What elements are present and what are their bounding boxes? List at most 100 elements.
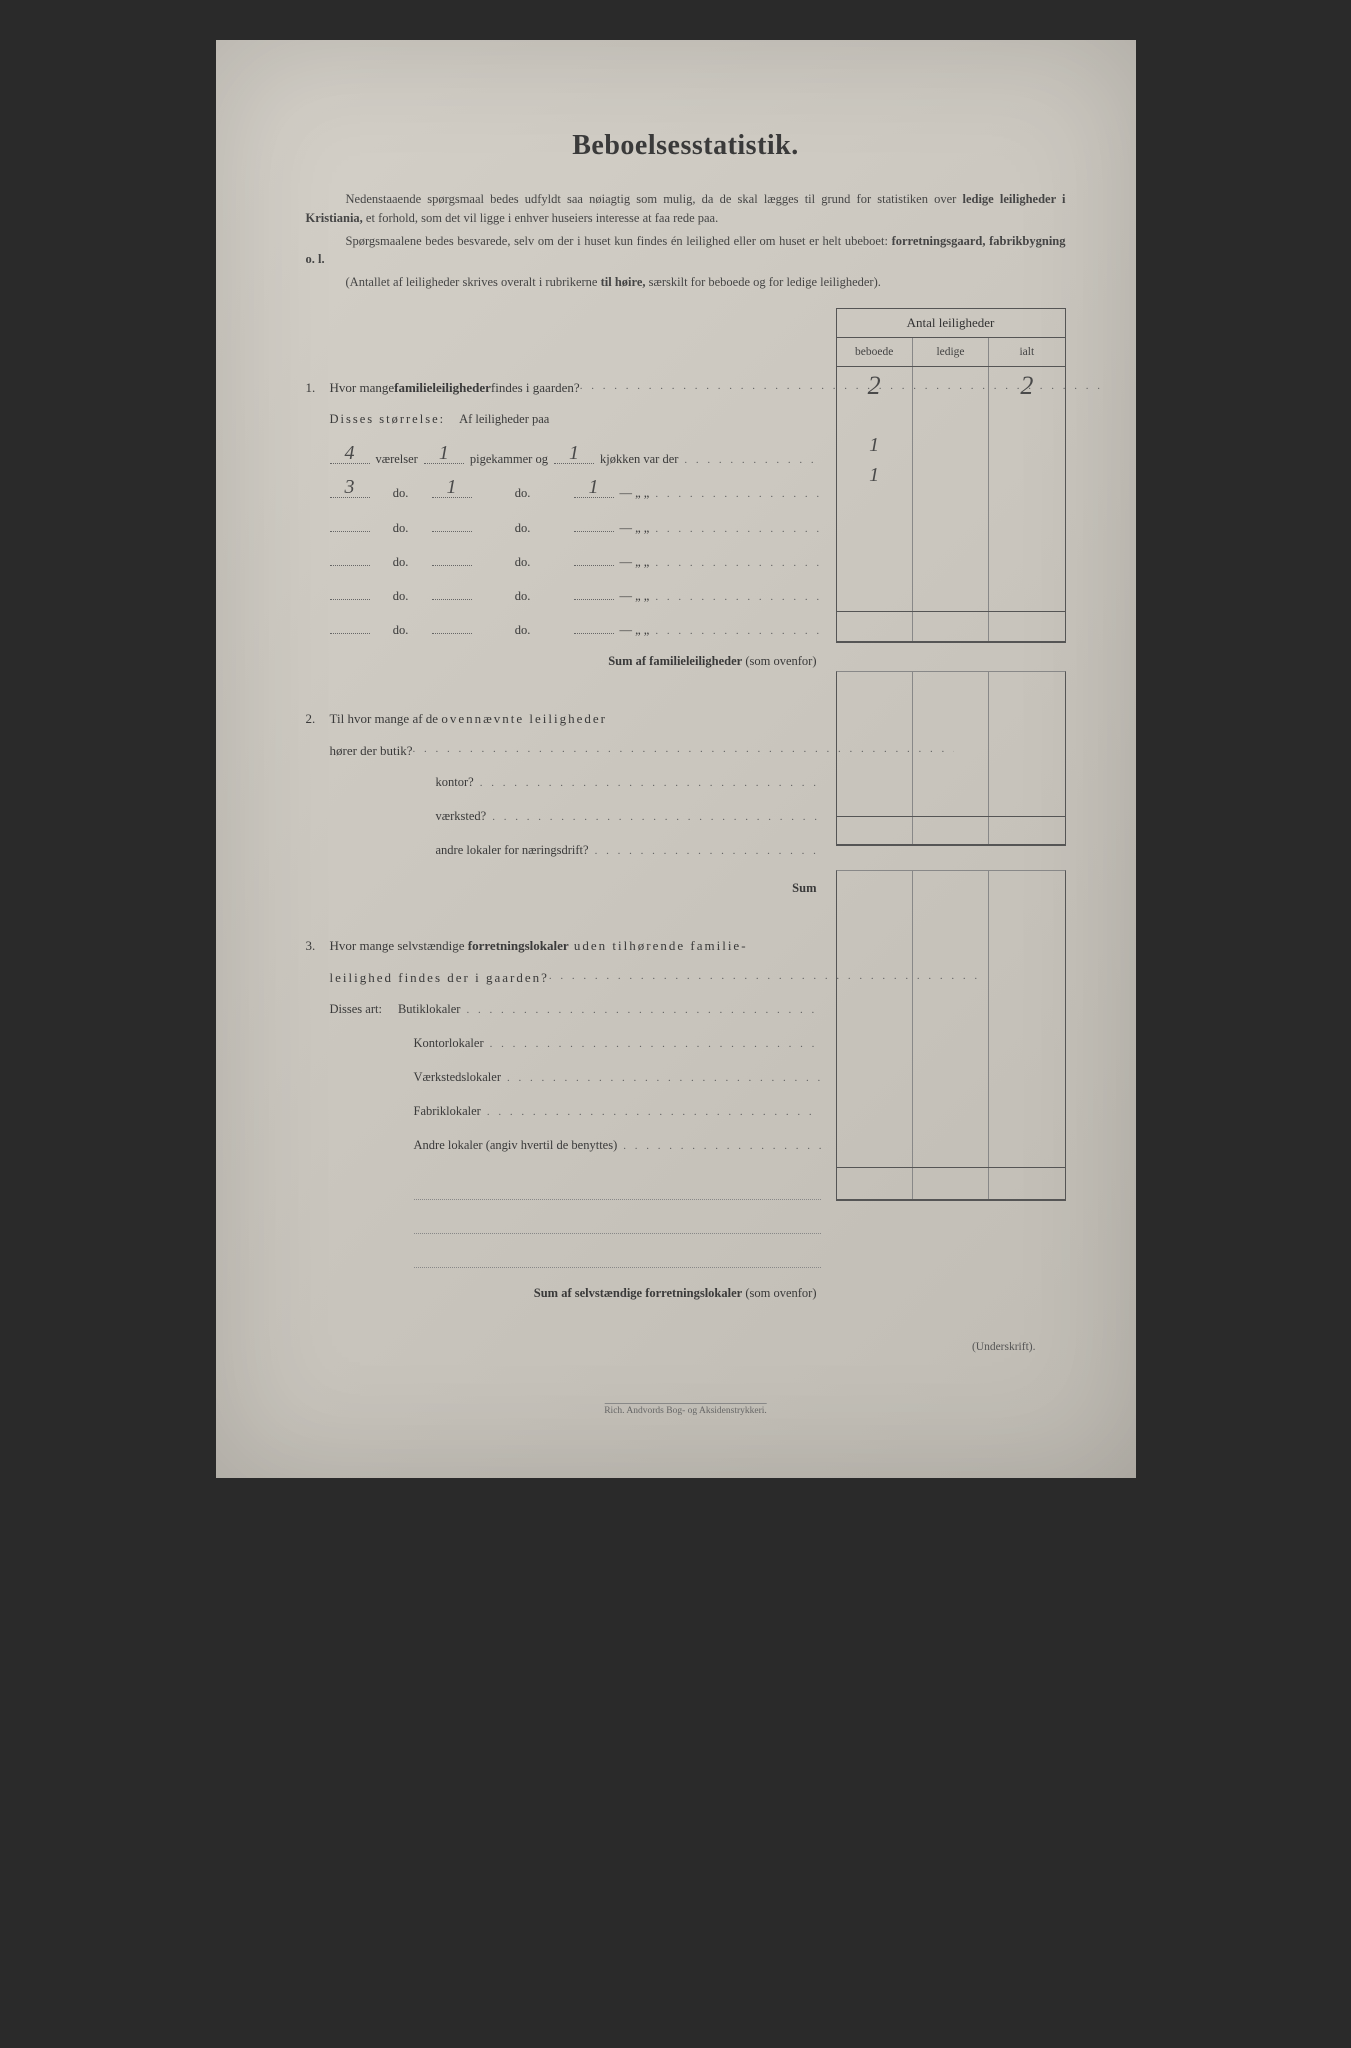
q3-blank3 <box>414 1240 821 1268</box>
q1-ialt: 2 <box>1020 371 1033 401</box>
q3-c: uden tilhørende familie- <box>569 938 748 953</box>
q3-art: Disses art: <box>330 1002 382 1017</box>
table-subheader: beboede ledige ialt <box>836 338 1066 367</box>
q2-l4: værksted? <box>436 809 487 824</box>
table-row-sum <box>837 611 1065 643</box>
size-row-6: do. do. — „ „ . . . . . . . . . . . . . … <box>330 616 821 644</box>
intro-3b: til høire, <box>601 275 646 289</box>
r1-w2: pigekammer og <box>470 452 548 467</box>
table-row <box>837 1137 1065 1167</box>
dots: . . . . . . . . . . . . . . . . . . . . … <box>684 454 820 466</box>
dots: . . . . . . . . . . . . . . . . . . . . … <box>655 523 820 535</box>
q1-line: 1. Hvor mange familieleiligheder findes … <box>306 380 821 406</box>
r2-v: 3 <box>345 476 355 498</box>
tally-table: Antal leiligheder beboede ledige ialt 2 … <box>836 308 1066 1201</box>
table-row <box>837 786 1065 816</box>
r5-w1: do. <box>376 589 426 604</box>
intro-para-3: (Antallet af leiligheder skrives overalt… <box>306 273 1066 292</box>
dots: . . . . . . . . . . . . . . . . . . . . … <box>655 557 820 569</box>
r2-w1: do. <box>376 486 426 501</box>
document-page: Beboelsesstatistik. Nedenstaaende spørgs… <box>216 40 1136 1478</box>
q3-r3: Værkstedslokaler <box>414 1070 501 1085</box>
dots: . . . . . . . . . . . . . . . . . . . . … <box>655 625 820 637</box>
r2-w2: do. <box>478 486 568 501</box>
q1-sum: Sum af familieleiligheder (som ovenfor) <box>306 654 821 669</box>
q1-num: 1. <box>306 380 330 396</box>
intro-3c: særskilt for beboede og for ledige leili… <box>646 275 881 289</box>
dots: . . . . . . . . . . . . . . . . . . . . … <box>466 1004 820 1016</box>
table-row: 1 <box>837 461 1065 491</box>
r4-w1: do. <box>376 555 426 570</box>
sizes-b: Af leiligheder paa <box>459 412 549 427</box>
q3-line2: leilighed findes der i gaarden? . . . . … <box>306 970 821 996</box>
dots: . . . . . . . . . . . . . . . . . . . . … <box>490 1038 821 1050</box>
dots: . . . . . . . . . . . . . . . . . . . . … <box>507 1072 821 1084</box>
r3-w1: do. <box>376 521 426 536</box>
q3-a: Hvor mange selvstændige <box>330 938 468 953</box>
col-beboede: beboede <box>837 338 912 366</box>
q3-l2: leilighed findes der i gaarden? <box>330 970 549 986</box>
size-row-4: do. do. — „ „ . . . . . . . . . . . . . … <box>330 548 821 576</box>
q3-num: 3. <box>306 938 330 954</box>
table-row <box>837 987 1065 1017</box>
dots: . . . . . . . . . . . . . . . . . . . . … <box>655 591 820 603</box>
q2-l3: kontor? <box>436 775 474 790</box>
signature-label: (Underskrift). <box>306 1341 1066 1353</box>
q1-a: Hvor mange <box>330 380 395 396</box>
r1-v: 4 <box>345 442 355 464</box>
table-row <box>837 927 1065 957</box>
r5-w3: — „ „ <box>620 589 650 604</box>
r2-k: 1 <box>589 476 599 498</box>
q3-sum: Sum af selvstændige forretningslokaler (… <box>306 1286 821 1301</box>
table-row-sum <box>837 816 1065 846</box>
q1-sum-a: Sum af familieleiligheder <box>608 654 742 668</box>
printer-credit: Rich. Andvords Bog- og Aksidenstrykkeri. <box>604 1403 767 1416</box>
intro-3a: (Antallet af leiligheder skrives overalt… <box>346 275 601 289</box>
q3-r2: Kontorlokaler <box>414 1036 484 1051</box>
r4-w3: — „ „ <box>620 555 650 570</box>
q2-line1: 2. Til hvor mange af de ovennævnte leili… <box>306 711 821 737</box>
data-rows-q3 <box>836 870 1066 1201</box>
q3-r1: Butiklokaler <box>398 1002 461 1017</box>
table-row <box>837 405 1065 431</box>
q3-r2-row: Kontorlokaler . . . . . . . . . . . . . .… <box>414 1036 821 1064</box>
table-row <box>837 521 1065 551</box>
intro-1c: et forhold, som det vil ligge i enhver h… <box>363 211 718 225</box>
q2-line2: hører der butik? . . . . . . . . . . . .… <box>306 743 821 769</box>
r6-w1: do. <box>376 623 426 638</box>
r5-w2: do. <box>478 589 568 604</box>
q3-r4: Fabriklokaler <box>414 1104 481 1119</box>
table-row <box>837 581 1065 611</box>
table-row-sum <box>837 1167 1065 1201</box>
table-row: 2 2 <box>837 367 1065 405</box>
q3-sum-b: (som ovenfor) <box>742 1286 816 1300</box>
q2-a: Til hvor mange af de <box>330 711 442 726</box>
size-row-5: do. do. — „ „ . . . . . . . . . . . . . … <box>330 582 821 610</box>
q2-l2: hører der butik? <box>330 743 413 759</box>
q3-r5: Andre lokaler (angiv hvertil de benyttes… <box>414 1138 618 1153</box>
table-row <box>837 672 1065 726</box>
intro-para-1: Nedenstaaende spørgsmaal bedes udfyldt s… <box>306 190 1066 228</box>
q1-b: familieleiligheder <box>394 380 491 396</box>
q3-r5-row: Andre lokaler (angiv hvertil de benyttes… <box>414 1138 821 1166</box>
dots: . . . . . . . . . . . . . . . . . . . . … <box>480 777 821 789</box>
intro-2a: Spørgsmaalene bedes besvarede, selv om d… <box>346 234 892 248</box>
col-ledige: ledige <box>912 338 988 366</box>
table-row <box>837 1017 1065 1047</box>
dots: . . . . . . . . . . . . . . . . . . . . … <box>655 488 820 500</box>
table-row <box>837 756 1065 786</box>
r2-w3: — „ „ <box>620 486 650 501</box>
r1-k: 1 <box>569 442 579 464</box>
size-row-2: 3 do. 1 do. 1 — „ „ . . . . . . . . . . … <box>330 480 821 508</box>
table-row <box>837 551 1065 581</box>
q1-c: findes i gaarden? <box>491 380 580 396</box>
q3-sum-a: Sum af selvstændige forretningslokaler <box>534 1286 742 1300</box>
r3-w3: — „ „ <box>620 521 650 536</box>
r3-w2: do. <box>478 521 568 536</box>
table-row <box>837 871 1065 927</box>
r1-p: 1 <box>439 442 449 464</box>
q1-sizes: Disses størrelse: Af leiligheder paa <box>330 412 821 440</box>
r6-w3: — „ „ <box>620 623 650 638</box>
q3-r4-row: Fabriklokaler. . . . . . . . . . . . . .… <box>414 1104 821 1132</box>
table-header: Antal leiligheder <box>836 308 1066 338</box>
